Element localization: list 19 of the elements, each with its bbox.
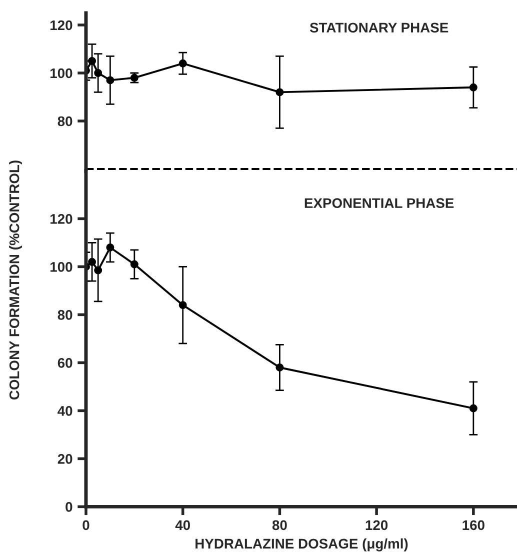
x-axis-title: HYDRALAZINE DOSAGE (μg/ml) bbox=[196, 538, 408, 552]
y-tick-label: 40 bbox=[58, 406, 72, 416]
x-tick-label: 120 bbox=[366, 520, 388, 530]
y-axis-title: COLONY FORMATION (%CONTROL) bbox=[9, 160, 22, 400]
annotation: STATIONARY PHASE bbox=[310, 22, 448, 33]
x-tick-label: 80 bbox=[272, 520, 287, 530]
y-tick-label: 120 bbox=[50, 214, 72, 224]
y-tick-label: 60 bbox=[58, 358, 72, 368]
y-tick-label: 100 bbox=[50, 68, 72, 78]
x-tick-label: 40 bbox=[175, 520, 190, 530]
y-tick-label: 80 bbox=[58, 116, 72, 126]
y-tick-label: 80 bbox=[58, 310, 72, 320]
annotation: EXPONENTIAL PHASE bbox=[304, 198, 454, 208]
y-tick-label: 20 bbox=[58, 454, 72, 464]
y-tick-label: 0 bbox=[66, 502, 72, 512]
x-tick-label: 0 bbox=[82, 520, 90, 530]
y-tick-label: 100 bbox=[50, 262, 72, 272]
x-tick-label: 160 bbox=[462, 520, 484, 530]
y-tick-label: 120 bbox=[50, 20, 72, 30]
